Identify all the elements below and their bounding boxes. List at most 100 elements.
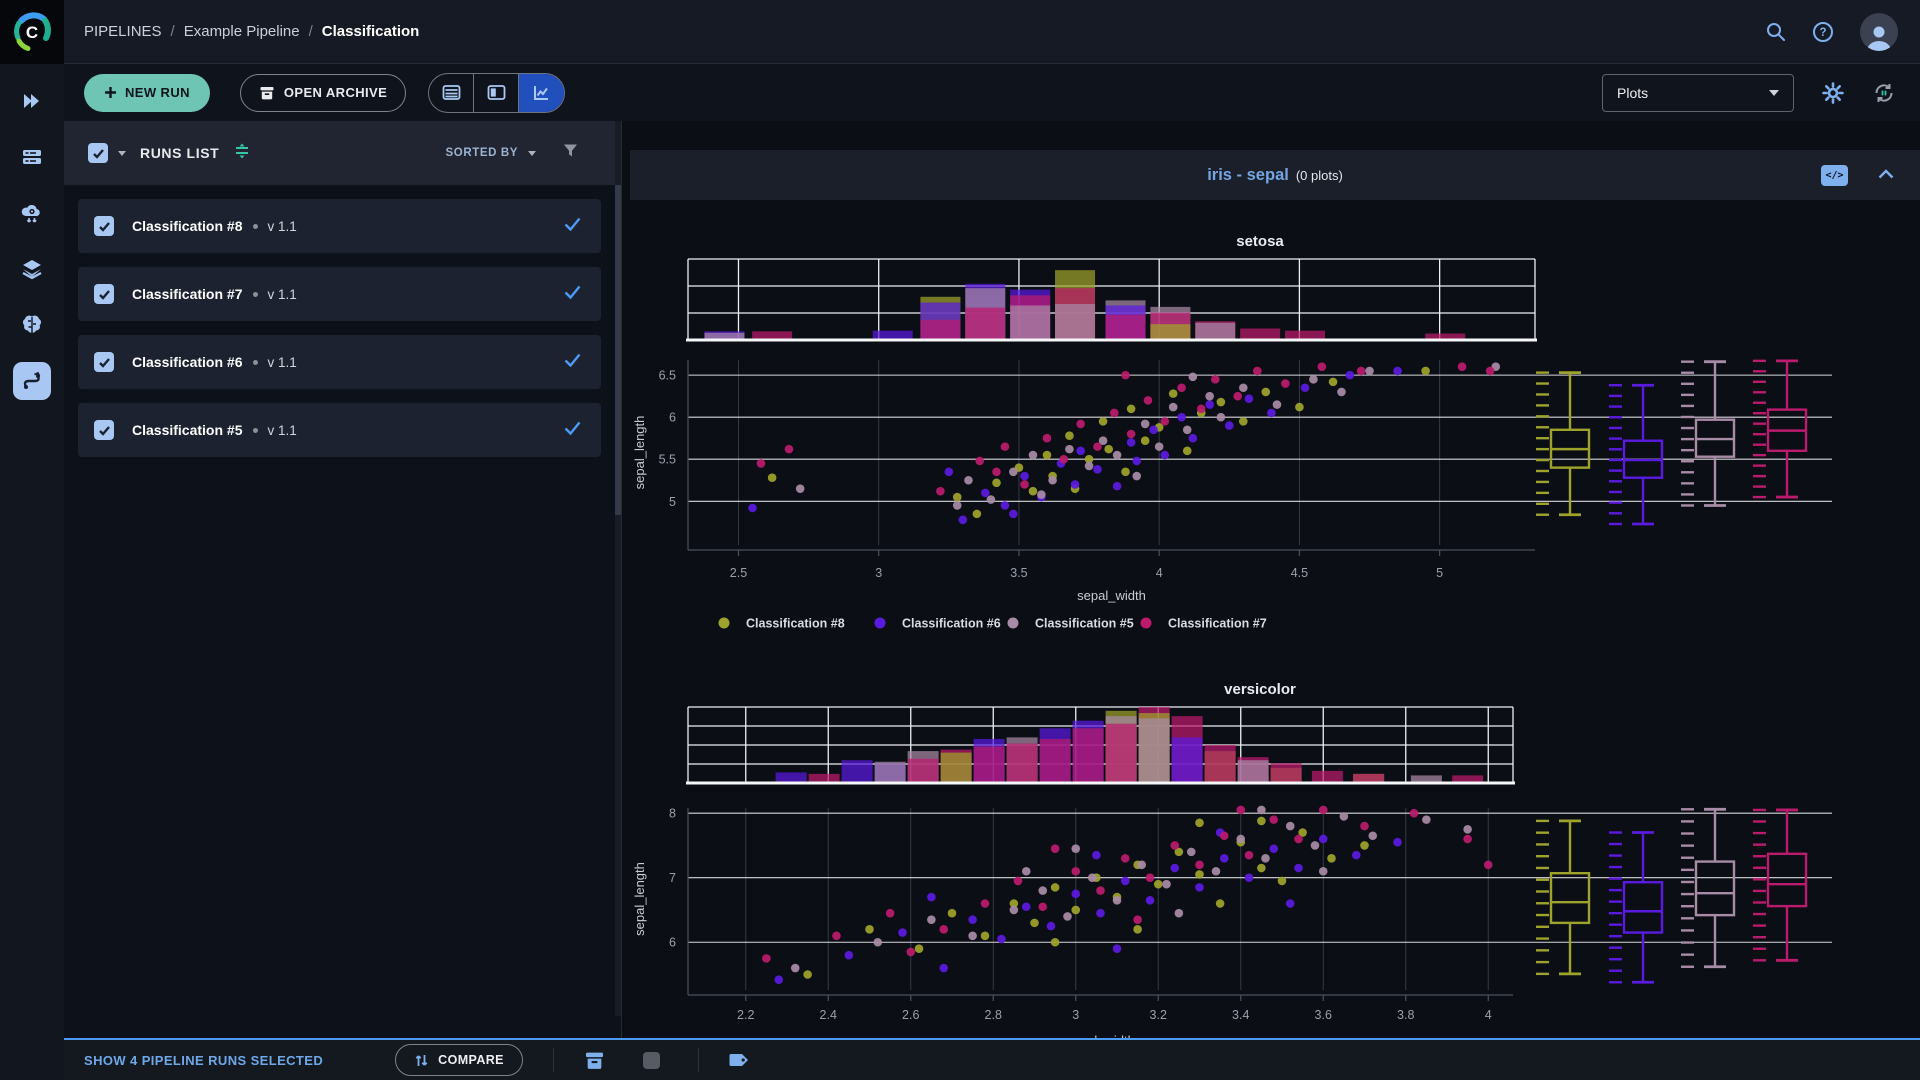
sidebar-item-autoscalers[interactable] <box>13 194 51 232</box>
embed-code-button[interactable]: </> <box>1821 165 1848 186</box>
svg-text:2.2: 2.2 <box>737 1008 754 1022</box>
svg-text:8: 8 <box>669 807 676 821</box>
check-icon <box>98 356 111 369</box>
run-checkbox[interactable] <box>94 216 114 236</box>
run-name: Classification #8 <box>132 218 243 234</box>
run-row-classification-6[interactable]: Classification #6 v 1.1 <box>78 335 601 389</box>
auto-refresh-icon[interactable] <box>1872 81 1896 105</box>
plots-area: iris - sepal (0 plots) </> setosa55.566.… <box>622 121 1920 1038</box>
archive-icon <box>259 85 275 101</box>
svg-text:5.5: 5.5 <box>659 453 676 467</box>
search-icon[interactable] <box>1765 21 1786 42</box>
svg-text:4.5: 4.5 <box>1291 566 1308 580</box>
collapse-chevron-icon[interactable] <box>1878 166 1894 184</box>
compare-icon <box>414 1053 429 1068</box>
chevron-down-icon <box>1769 90 1779 96</box>
run-checkbox[interactable] <box>94 352 114 372</box>
setosa-chart[interactable]: setosa55.566.52.533.544.55sepal_widthsep… <box>622 212 1920 648</box>
footer-divider <box>698 1048 699 1072</box>
run-row-classification-5[interactable]: Classification #5 v 1.1 <box>78 403 601 457</box>
selected-check-icon <box>564 353 581 372</box>
separator-dot <box>253 428 258 433</box>
filter-funnel-icon[interactable] <box>562 142 579 164</box>
runs-scrollbar-track[interactable] <box>615 121 621 1016</box>
user-avatar[interactable] <box>1860 13 1898 51</box>
layers-icon <box>20 257 44 281</box>
separator-dot <box>253 292 258 297</box>
run-name: Classification #5 <box>132 422 243 438</box>
svg-text:2.8: 2.8 <box>985 1008 1002 1022</box>
help-icon[interactable]: ? <box>1812 21 1834 43</box>
plots-view-button[interactable] <box>519 74 564 112</box>
abort-action-icon <box>643 1052 660 1069</box>
runs-list-title: RUNS LIST <box>140 145 219 161</box>
svg-text:?: ? <box>1819 27 1826 39</box>
left-sidebar: C <box>0 0 64 1080</box>
archive-action-icon[interactable] <box>584 1050 605 1071</box>
check-icon <box>92 147 105 160</box>
separator-dot <box>253 360 258 365</box>
split-view-button[interactable] <box>474 74 519 112</box>
sidebar-item-pipelines[interactable] <box>13 362 51 400</box>
select-menu-caret-icon[interactable] <box>118 151 126 156</box>
sorted-by-button[interactable]: SORTED BY <box>446 147 519 159</box>
svg-text:sepal_length: sepal_length <box>632 416 647 490</box>
breadcrumb-pipelines[interactable]: PIPELINES <box>84 23 162 40</box>
selected-check-icon <box>564 285 581 304</box>
sidebar-item-queues[interactable] <box>13 138 51 176</box>
brain-icon <box>20 313 44 337</box>
open-archive-button[interactable]: OPEN ARCHIVE <box>240 74 406 112</box>
compare-button[interactable]: COMPARE <box>395 1044 523 1076</box>
footer-divider <box>553 1048 554 1072</box>
fast-forward-icon <box>21 90 43 112</box>
runs-list-panel: RUNS LIST SORTED BY Classification #8 v … <box>64 121 622 1038</box>
run-row-classification-7[interactable]: Classification #7 v 1.1 <box>78 267 601 321</box>
plot-group-title: iris - sepal <box>1207 166 1289 185</box>
new-run-button[interactable]: NEW RUN <box>84 74 210 112</box>
run-row-classification-8[interactable]: Classification #8 v 1.1 <box>78 199 601 253</box>
breadcrumb-separator: / <box>309 23 313 40</box>
svg-text:2.4: 2.4 <box>820 1008 837 1022</box>
check-icon <box>98 220 111 233</box>
svg-text:Classification #8: Classification #8 <box>746 617 845 631</box>
select-all-checkbox[interactable] <box>88 143 108 163</box>
run-checkbox[interactable] <box>94 420 114 440</box>
svg-text:3.4: 3.4 <box>1232 1008 1249 1022</box>
breadcrumb-pipeline-name[interactable]: Example Pipeline <box>184 23 300 40</box>
top-header: PIPELINES / Example Pipeline / Classific… <box>64 0 1920 64</box>
sidebar-item-datasets[interactable] <box>13 250 51 288</box>
run-name: Classification #6 <box>132 354 243 370</box>
view-toggle-group <box>428 73 565 113</box>
svg-text:3: 3 <box>1072 1008 1079 1022</box>
svg-text:3.8: 3.8 <box>1397 1008 1414 1022</box>
svg-text:3: 3 <box>875 566 882 580</box>
sidebar-item-projects[interactable] <box>13 82 51 120</box>
chart-view-icon <box>532 83 551 102</box>
versicolor-chart[interactable]: versicolor6782.22.42.62.833.23.43.63.84s… <box>622 660 1920 1038</box>
svg-text:4: 4 <box>1156 566 1163 580</box>
tag-action-icon[interactable] <box>729 1050 751 1070</box>
check-icon <box>98 288 111 301</box>
svg-text:7: 7 <box>669 871 676 885</box>
svg-text:2.6: 2.6 <box>902 1008 919 1022</box>
clearml-logo[interactable]: C <box>0 0 64 64</box>
svg-text:3.6: 3.6 <box>1315 1008 1332 1022</box>
details-toggle-icon[interactable] <box>233 142 251 165</box>
plot-group-header[interactable]: iris - sepal (0 plots) </> <box>630 150 1920 200</box>
metric-variant-value: Plots <box>1617 85 1648 101</box>
svg-text:6: 6 <box>669 936 676 950</box>
breadcrumb-current-page: Classification <box>322 23 420 40</box>
gear-icon[interactable] <box>1822 82 1844 104</box>
svg-text:setosa: setosa <box>1236 233 1284 250</box>
metric-variant-select[interactable]: Plots <box>1602 74 1794 112</box>
sorted-by-caret-icon[interactable] <box>528 151 536 156</box>
runs-list-header: RUNS LIST SORTED BY <box>64 121 621 185</box>
run-checkbox[interactable] <box>94 284 114 304</box>
runs-scrollbar-thumb[interactable] <box>615 185 621 515</box>
svg-text:sepal_width: sepal_width <box>1077 588 1146 603</box>
pipeline-toolbar: NEW RUN OPEN ARCHIVE Plots <box>64 64 1920 121</box>
runs-selected-label[interactable]: SHOW 4 PIPELINE RUNS SELECTED <box>84 1053 323 1068</box>
breadcrumb-separator: / <box>171 23 175 40</box>
table-view-button[interactable] <box>429 74 474 112</box>
sidebar-item-models[interactable] <box>13 306 51 344</box>
